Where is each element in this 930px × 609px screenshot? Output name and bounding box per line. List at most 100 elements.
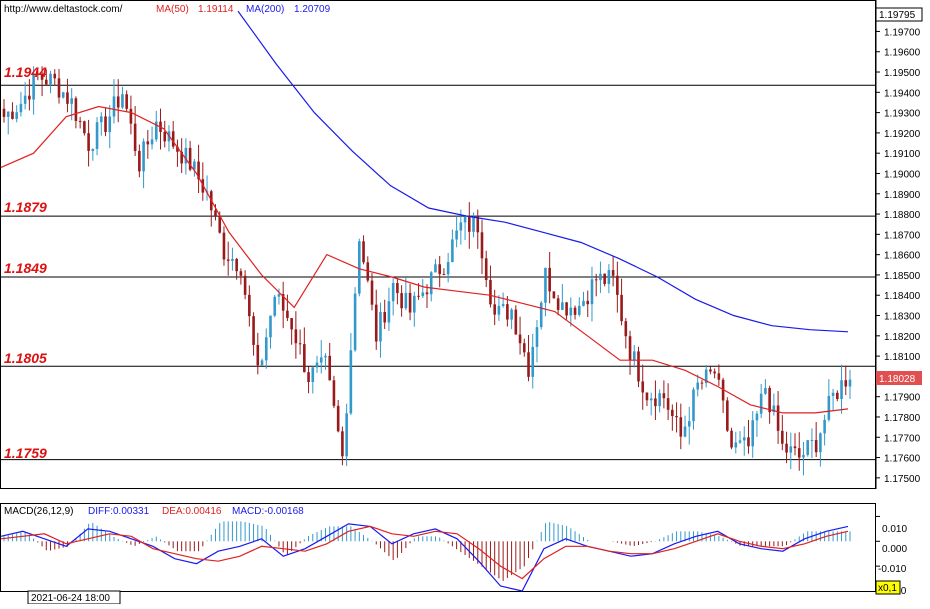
macd-plot	[0, 515, 880, 592]
ma50-value: 1.19114	[198, 4, 234, 15]
candle-body	[755, 413, 759, 421]
candle-body	[468, 216, 471, 232]
candle-body	[353, 293, 357, 351]
candle-body	[243, 275, 247, 295]
macd-value-label: MACD:-0.00168	[232, 506, 304, 517]
main-panel-frame	[0, 0, 876, 489]
macd-tick-1: 0.010	[882, 524, 907, 535]
candle-body	[844, 380, 848, 387]
price-tick-label: 1.18500	[884, 271, 921, 282]
footer-start-date: 2021-06-24 18:00	[31, 593, 110, 604]
candle-body	[476, 216, 480, 233]
candle-body	[222, 232, 226, 260]
candle-body	[607, 270, 611, 284]
candle-body	[759, 393, 763, 414]
candle-body	[125, 94, 128, 109]
candle-body	[679, 417, 683, 437]
candle-body	[599, 273, 602, 281]
candle-body	[146, 141, 150, 145]
candle-body	[404, 292, 408, 309]
candle-body	[717, 373, 721, 380]
candle-body	[827, 395, 831, 420]
candle-body	[776, 405, 780, 431]
candle-body	[116, 96, 120, 108]
candle-body	[184, 147, 188, 164]
candle-body	[569, 307, 573, 316]
candle-body	[747, 437, 750, 447]
macd-tick-2: 0.000	[882, 544, 907, 555]
moving-averages	[0, 10, 849, 414]
candle-body	[836, 392, 839, 400]
candle-body	[700, 382, 704, 384]
candle-body	[840, 380, 843, 400]
price-tick-label: 1.18600	[884, 251, 921, 262]
candle-body	[793, 446, 797, 449]
current-price-tag	[876, 371, 922, 385]
candle-body	[99, 116, 103, 123]
candle-body	[586, 300, 590, 305]
candle-body	[425, 292, 429, 295]
candle-body	[616, 275, 619, 295]
level-label-3: 1.1849	[4, 260, 47, 276]
price-tick-label: 1.17800	[884, 413, 921, 424]
price-tick-label: 1.18100	[884, 352, 921, 363]
candle-body	[260, 360, 264, 366]
candle-body	[349, 350, 353, 414]
candle-body	[358, 241, 361, 294]
candle-body	[442, 274, 446, 276]
candle-body	[497, 305, 501, 315]
price-tick-label: 1.18800	[884, 210, 921, 221]
candle-body	[303, 344, 306, 373]
candle-body	[239, 271, 243, 276]
candle-body	[15, 112, 18, 119]
candle-body	[687, 421, 691, 427]
candle-body	[544, 267, 547, 303]
price-tick-label: 1.19300	[884, 109, 921, 120]
price-tick-label: 1.18300	[884, 312, 921, 323]
candle-body	[764, 387, 767, 394]
candle-body	[23, 95, 27, 104]
candle-body	[413, 295, 416, 313]
candle-body	[154, 121, 158, 140]
site-url[interactable]: http://www.deltastock.com/	[4, 4, 123, 15]
candle-body	[548, 267, 551, 292]
candle-body	[294, 329, 298, 344]
candle-body	[341, 431, 344, 457]
price-axis: 1.19700 1.19600 1.19500 1.19400 1.19300 1.192…	[875, 0, 921, 489]
candle-body	[620, 294, 623, 322]
price-tick-label: 1.18200	[884, 332, 921, 343]
top-price-box	[875, 7, 923, 22]
price-tick-label: 1.19700	[884, 27, 921, 38]
candle-body	[704, 369, 708, 384]
candle-body	[573, 307, 577, 315]
candle-body	[675, 416, 678, 418]
candle-body	[510, 309, 513, 320]
candle-body	[480, 232, 484, 259]
candle-body	[645, 392, 649, 401]
candle-body	[709, 369, 712, 372]
candle-body	[214, 210, 217, 216]
candle-body	[641, 381, 645, 393]
macd-tick-3: -0.010	[878, 564, 907, 575]
candle-body	[472, 216, 475, 232]
candle-body	[666, 398, 670, 410]
level-label-2: 1.1879	[4, 199, 47, 215]
candle-body	[252, 316, 255, 345]
candle-body	[70, 98, 73, 104]
candle-body	[696, 382, 700, 390]
candle-body	[40, 73, 44, 80]
candle-body	[319, 357, 323, 363]
candle-body	[819, 433, 822, 453]
candle-body	[434, 264, 437, 273]
candle-body	[506, 304, 509, 320]
candle-body	[603, 273, 606, 284]
macd-dea-label: DEA:0.00416	[162, 506, 222, 517]
candle-body	[91, 148, 95, 151]
scale-corner-label: x0,1	[878, 583, 897, 594]
scale-corner-box[interactable]	[875, 580, 901, 595]
candle-body	[197, 161, 200, 180]
candle-body	[429, 272, 433, 295]
candle-body	[527, 352, 530, 377]
candle-body	[814, 439, 818, 453]
